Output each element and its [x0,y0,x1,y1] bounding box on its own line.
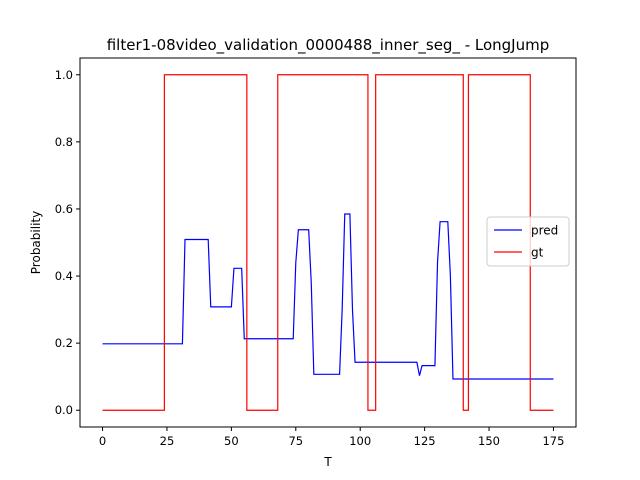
x-tick-label: 175 [542,434,564,448]
y-tick-label: 0.4 [55,269,73,283]
x-tick-label: 0 [99,434,106,448]
y-tick-label: 0.8 [55,135,73,149]
series-line-pred [102,213,554,380]
y-tick-label: 0.2 [55,336,73,350]
legend: pred gt [486,216,570,267]
y-tick-label: 0.6 [55,202,73,216]
legend-box [486,216,570,267]
series-layer [102,74,554,411]
x-tick-label: 25 [160,434,175,448]
chart-title: filter1-08video_validation_0000488_inner… [107,36,550,55]
x-axis-label: T [323,455,332,469]
x-tick-label: 150 [478,434,500,448]
x-tick-label: 100 [349,434,371,448]
x-tick-label: 75 [288,434,303,448]
x-tick-label: 50 [224,434,239,448]
series-line-gt [102,74,554,411]
legend-label-pred: pred [531,224,558,238]
y-tick-label: 0.0 [55,403,73,417]
plot-frame [79,57,577,428]
y-axis: 0.0 0.2 0.4 0.6 0.8 1.0 [55,68,80,417]
legend-label-gt: gt [531,246,544,260]
x-tick-label: 125 [414,434,436,448]
x-axis: 0 25 50 75 100 125 150 175 [99,427,564,448]
y-axis-label: Probability [29,211,43,274]
y-tick-label: 1.0 [55,68,73,82]
